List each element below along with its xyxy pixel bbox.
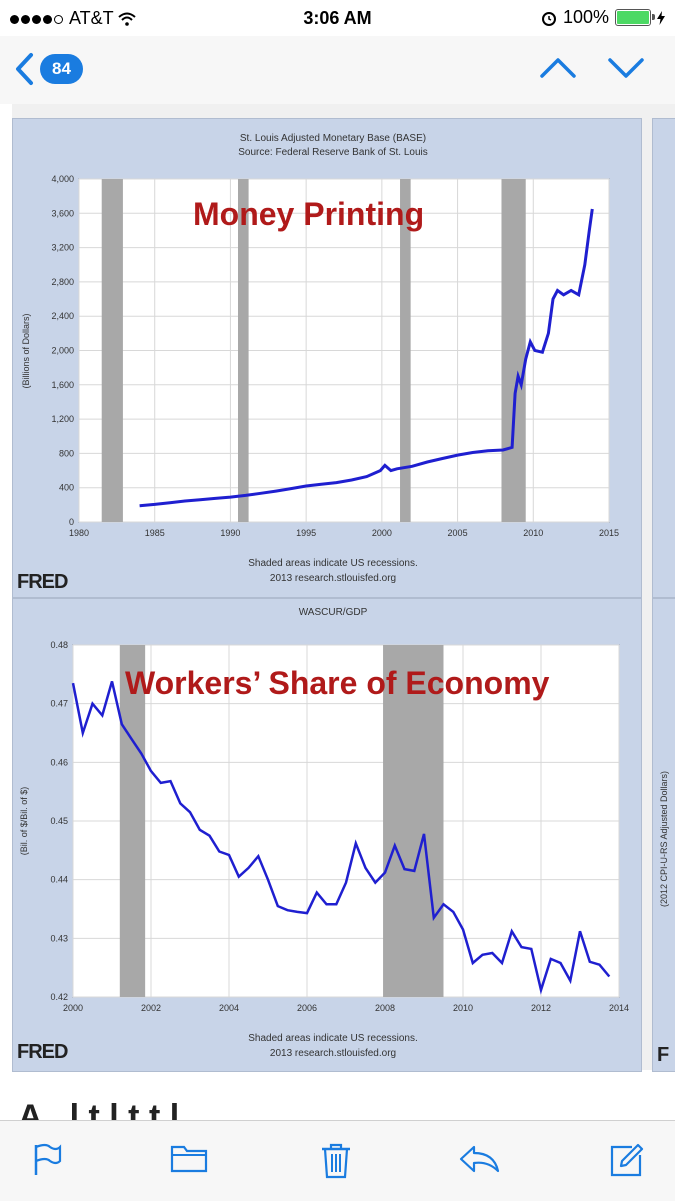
fred-logo: FRED: [17, 571, 68, 593]
chevron-left-icon: [16, 53, 33, 85]
x-tick-label: 2000: [372, 528, 392, 538]
x-tick-label: 2010: [523, 528, 543, 538]
recession-band: [101, 179, 123, 522]
x-tick-label: 2012: [531, 1003, 551, 1013]
reply-button[interactable]: [458, 1143, 500, 1175]
chart-overlay-title: Money Printing: [193, 196, 424, 232]
y-tick-label: 0.46: [50, 757, 68, 767]
recession-band: [501, 179, 526, 522]
workers-share-chart-panel: WASCUR/GDP 0.42 0.43 0.44 0.45 0.46 0.47 0.48 2…: [12, 598, 642, 1072]
y-tick-label: 800: [59, 448, 74, 458]
monetary-base-chart: St. Louis Adjusted Monetary Base (BASE) …: [21, 133, 619, 584]
y-tick-label: 3,600: [51, 208, 74, 218]
y-tick-label: 2,400: [51, 311, 74, 321]
x-tick-label: 2015: [599, 528, 619, 538]
series-line: [71, 681, 611, 995]
side-chart: (2012 CPI-U-RS Adjusted Dollars) F: [657, 771, 669, 1066]
y-tick-label: 1,600: [51, 380, 74, 390]
inbox-count-badge: 84: [40, 54, 83, 84]
monetary-base-chart-panel: St. Louis Adjusted Monetary Base (BASE) …: [12, 118, 642, 598]
workers-share-chart: WASCUR/GDP 0.42 0.43 0.44 0.45 0.46 0.47 0.48 2…: [19, 607, 629, 1059]
recession-note: Shaded areas indicate US recessions.: [248, 558, 418, 569]
recession-band: [238, 179, 249, 522]
recession-note: Shaded areas indicate US recessions.: [248, 1033, 418, 1044]
x-tick-label: 2000: [63, 1003, 83, 1013]
x-tick-label: 2006: [297, 1003, 317, 1013]
message-body[interactable]: St. Louis Adjusted Monetary Base (BASE) …: [0, 104, 675, 1120]
mail-toolbar: [0, 1120, 675, 1201]
signal-strength-icon: [10, 8, 65, 29]
y-axis-label: (Billions of Dollars): [21, 313, 31, 388]
recession-band: [383, 645, 444, 997]
back-button[interactable]: 84: [14, 52, 83, 86]
recession-band: [400, 179, 411, 522]
x-tick-label: 1985: [145, 528, 165, 538]
y-tick-label: 0.43: [50, 933, 68, 943]
y-tick-label: 2,000: [51, 346, 74, 356]
clock: 3:06 AM: [303, 8, 372, 28]
alarm-icon: [541, 11, 556, 26]
x-tick-label: 2005: [448, 528, 468, 538]
fred-logo: FRED: [17, 1041, 68, 1063]
x-tick-label: 2002: [141, 1003, 161, 1013]
x-tick-label: 1995: [296, 528, 316, 538]
y-tick-label: 0: [69, 517, 74, 527]
carrier-label: AT&T: [69, 8, 114, 28]
folder-button[interactable]: [170, 1143, 208, 1173]
y-tick-label: 0.45: [50, 816, 68, 826]
source-url: 2013 research.stlouisfed.org: [270, 1048, 396, 1059]
y-tick-label: 400: [59, 483, 74, 493]
y-tick-label: 3,200: [51, 243, 74, 253]
side-chart-panel-partial-2: (2012 CPI-U-RS Adjusted Dollars) F: [652, 598, 675, 1072]
chart-title: WASCUR/GDP: [299, 607, 368, 618]
x-tick-label: 1990: [220, 528, 240, 538]
source-url: 2013 research.stlouisfed.org: [270, 573, 396, 584]
series-line: [139, 208, 594, 508]
chart-overlay-title: Workers’ Share of Economy: [125, 665, 550, 701]
mail-nav-bar: 84: [0, 36, 675, 104]
chart-source: Source: Federal Reserve Bank of St. Loui…: [238, 147, 428, 158]
y-tick-label: 1,200: [51, 414, 74, 424]
x-tick-label: 1980: [69, 528, 89, 538]
attached-image: St. Louis Adjusted Monetary Base (BASE) …: [12, 104, 675, 1072]
side-y-axis-label: (2012 CPI-U-RS Adjusted Dollars): [659, 771, 669, 907]
status-right: 100%: [541, 7, 665, 28]
status-bar: AT&T 3:06 AM 100%: [0, 0, 675, 36]
trash-button[interactable]: [320, 1143, 352, 1179]
recession-band: [119, 645, 146, 997]
x-tick-label: 2008: [375, 1003, 395, 1013]
flag-button[interactable]: [32, 1143, 64, 1177]
y-tick-label: 0.48: [50, 640, 68, 650]
side-fred-logo: F: [657, 1044, 669, 1066]
side-chart-panel-partial: [652, 118, 675, 598]
x-tick-label: 2014: [609, 1003, 629, 1013]
y-tick-label: 2,800: [51, 277, 74, 287]
y-tick-label: 0.44: [50, 875, 68, 885]
wifi-icon: [118, 12, 136, 26]
battery-icon: [615, 9, 655, 26]
charging-icon: [657, 10, 665, 25]
y-axis-label: (Bil. of $/Bil. of $): [19, 787, 29, 856]
previous-message-button[interactable]: [539, 52, 577, 82]
compose-button[interactable]: [608, 1143, 644, 1179]
x-tick-label: 2004: [219, 1003, 239, 1013]
chart-title: St. Louis Adjusted Monetary Base (BASE): [240, 133, 426, 144]
x-tick-label: 2010: [453, 1003, 473, 1013]
y-tick-label: 0.42: [50, 992, 68, 1002]
y-tick-label: 4,000: [51, 174, 74, 184]
battery-percent: 100%: [562, 7, 609, 27]
carrier-signal: AT&T: [10, 8, 136, 29]
next-message-button[interactable]: [607, 52, 645, 82]
y-tick-label: 0.47: [50, 699, 68, 709]
